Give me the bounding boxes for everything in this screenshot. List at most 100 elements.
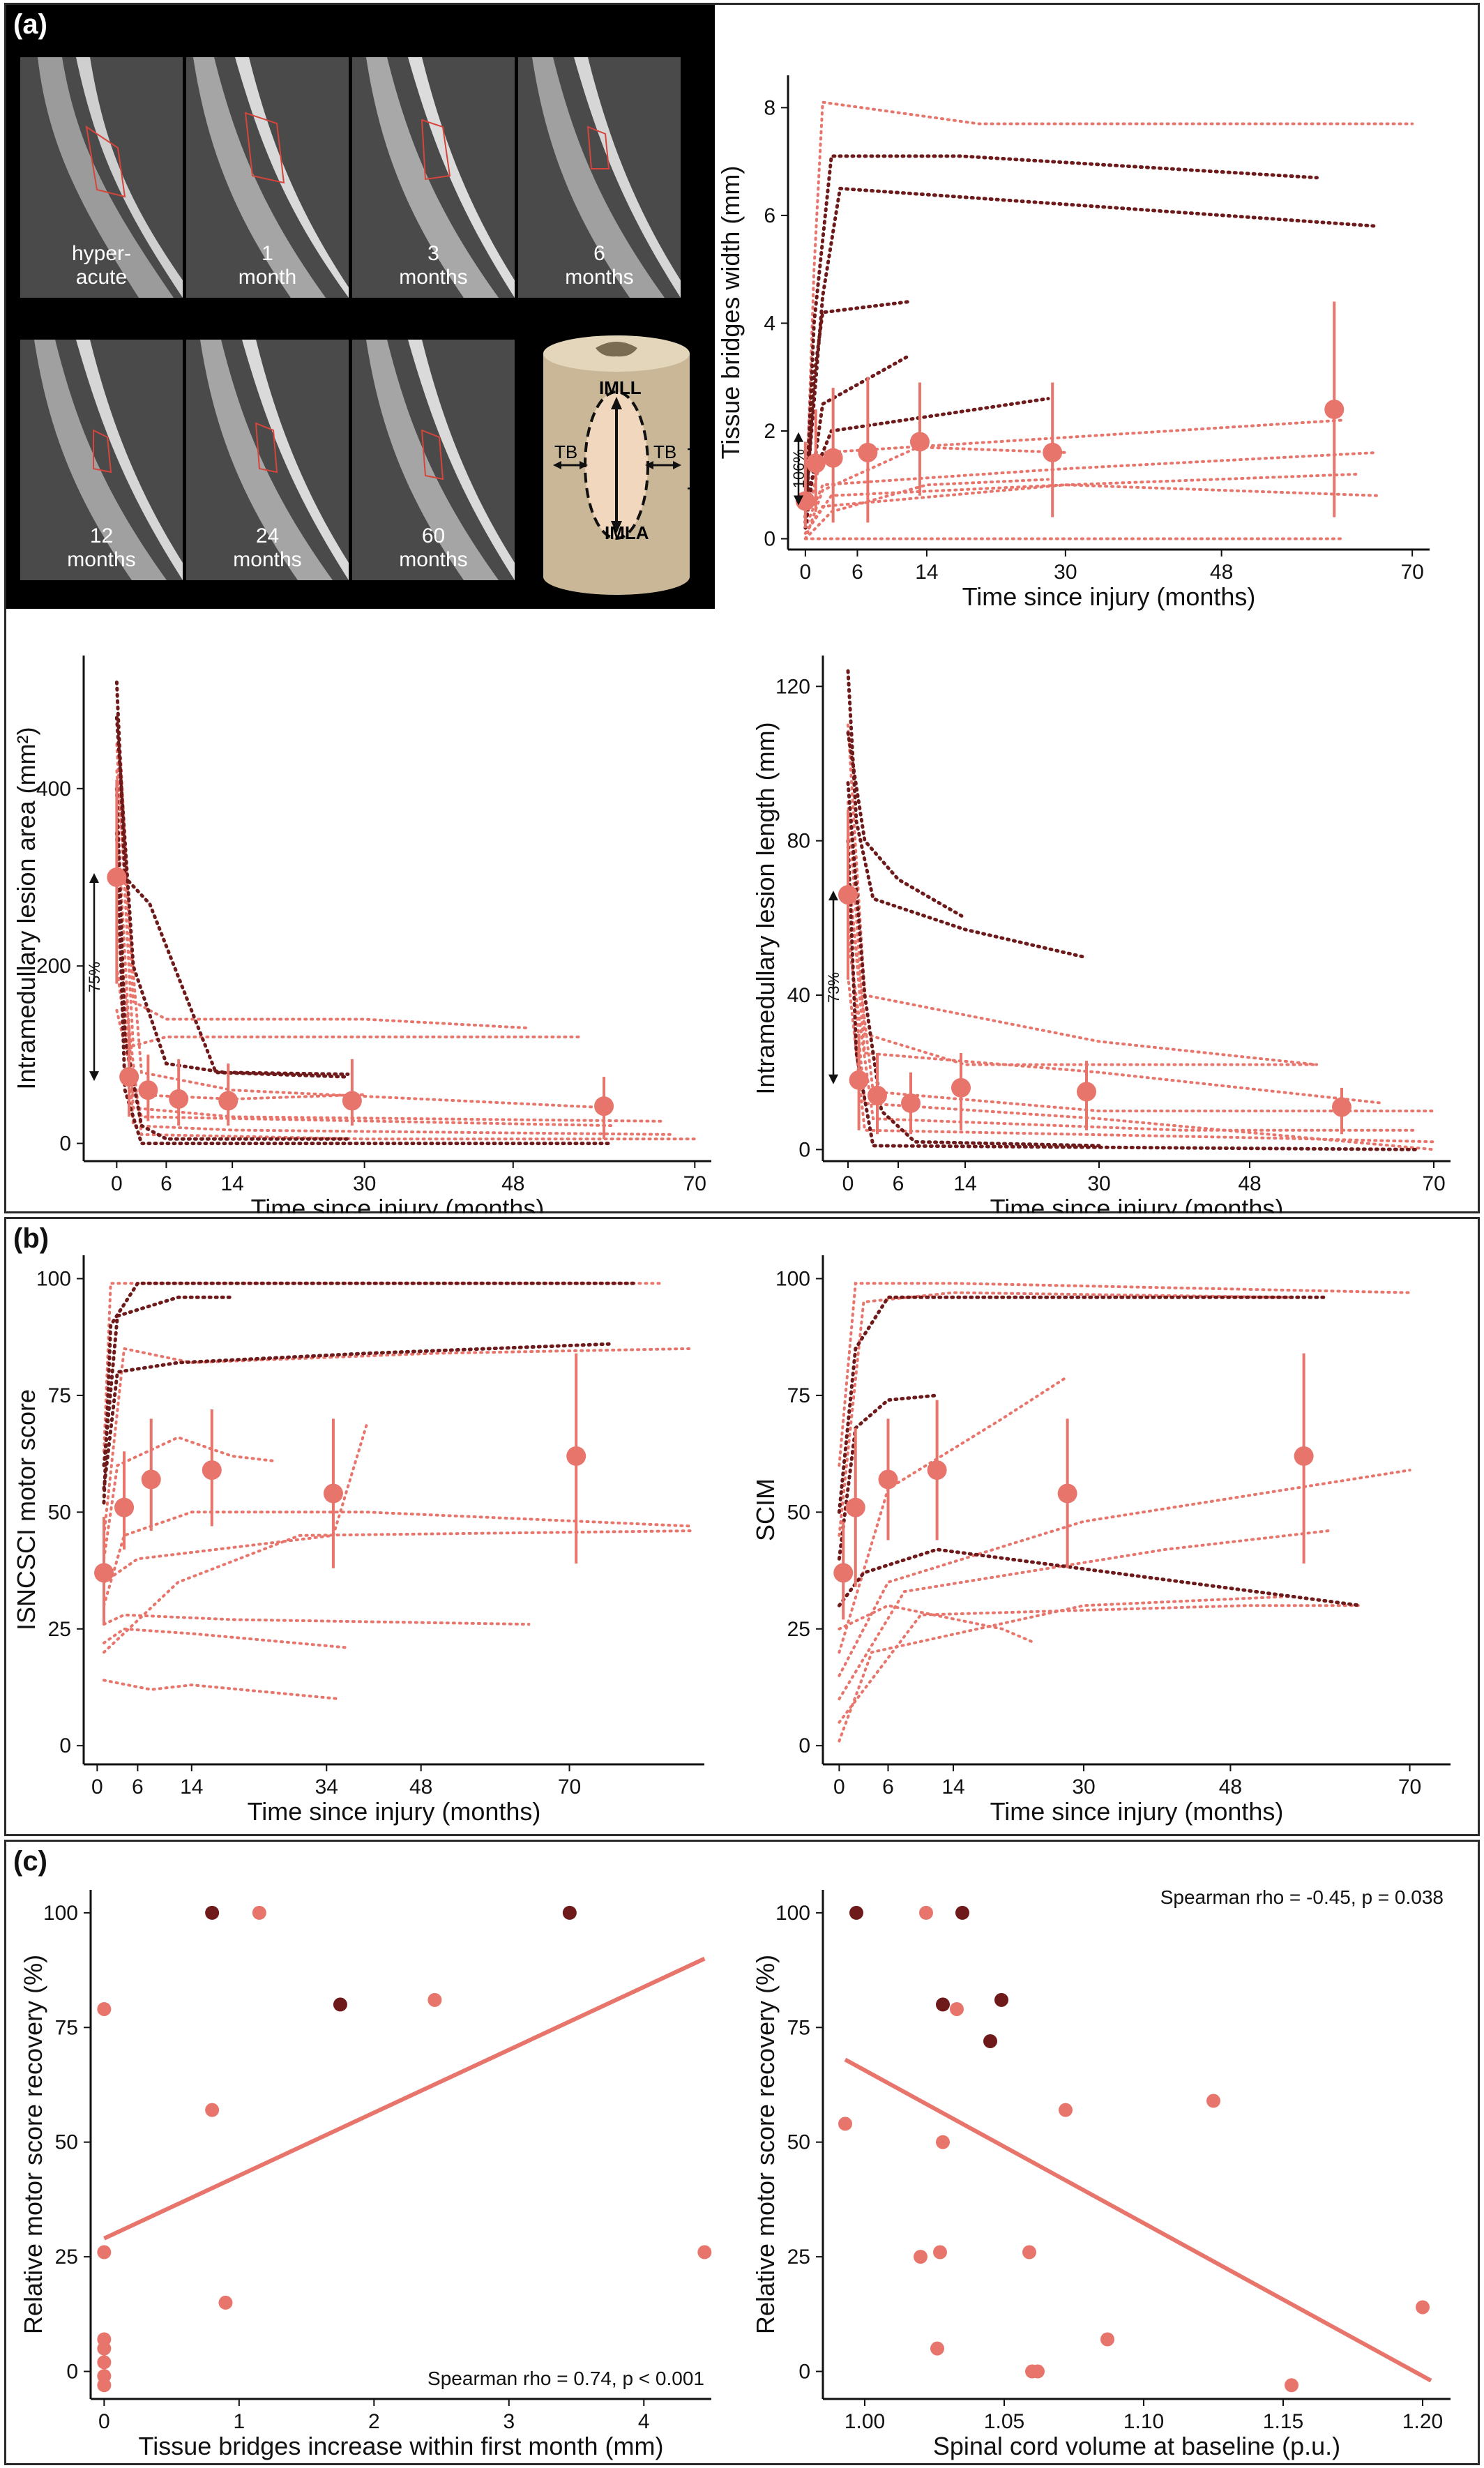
mri-cord-image (38, 57, 183, 298)
recovered-subject-trajectory-line (837, 1393, 939, 1561)
x-tick-label: 70 (558, 1776, 581, 1799)
group-mean-point (119, 1067, 139, 1087)
subject-trajectory-line (803, 483, 1379, 535)
subject-trajectory-line (103, 1529, 692, 1654)
x-tick-label: 3 (503, 2410, 515, 2433)
mri-scan-60-months: 60 months (352, 340, 515, 580)
recovered-subject-trajectory-line (102, 1281, 639, 1505)
x-tick-label: 1.10 (1123, 2410, 1164, 2433)
x-tick-label: 14 (915, 561, 938, 584)
schematic-dorsal-label: dorsal (684, 447, 705, 497)
x-tick-label: 0 (98, 2410, 110, 2433)
y-axis-label: Tissue bridges width (mm) (718, 166, 745, 460)
scan-label: 6 months (565, 242, 634, 289)
group-mean-point (594, 1096, 614, 1116)
x-tick-label: 30 (353, 1172, 376, 1195)
recovered-subject-trajectory-line (102, 1295, 234, 1467)
recovered-subject-point (994, 1992, 1008, 2007)
subject-point (252, 1905, 266, 1920)
group-mean-point (927, 1460, 947, 1481)
isncsci-motor-score-chart: 0 6 14 34 48 70 0 25 50 75 100 Time since injury (m… (12, 1255, 704, 1826)
recovered-subject-point (849, 1905, 863, 1920)
x-tick-label: 70 (1400, 561, 1423, 584)
recovered-subject-trajectory-line (114, 831, 614, 1146)
subject-point (97, 2001, 112, 2016)
y-tick-label: 100 (775, 1267, 810, 1290)
recovered-subject-point (983, 2034, 997, 2049)
panel-label-a: (a) (13, 9, 47, 40)
panel-label-c: (c) (13, 1846, 47, 1877)
recovered-subject-trajectory-line (837, 1295, 1331, 1514)
subject-point (97, 2341, 112, 2356)
percent-change-label: 106% (790, 449, 808, 488)
regression-line (103, 1956, 706, 2241)
y-tick-label: 8 (764, 96, 775, 119)
y-axis-label: Relative motor score recovery (%) (751, 1955, 780, 2334)
subject-trajectory-line (115, 805, 663, 1123)
y-axis-label: Intramedullary lesion area (mm²) (12, 727, 40, 1089)
subject-point (1022, 2245, 1036, 2259)
subject-point (97, 2355, 112, 2370)
subject-trajectory-line (803, 418, 1345, 524)
y-tick-label: 0 (59, 1734, 71, 1757)
x-tick-label: 6 (132, 1776, 144, 1799)
subject-point (697, 2245, 712, 2259)
x-tick-label: 14 (180, 1776, 203, 1799)
y-tick-label: 75 (48, 1384, 71, 1407)
subject-trajectory-line (838, 1529, 1330, 1701)
subject-trajectory-line (803, 100, 1414, 530)
group-mean-point (1294, 1446, 1314, 1466)
subject-trajectory-line (103, 1347, 692, 1537)
y-tick-label: 2 (764, 420, 775, 443)
recovered-subject-point (562, 1905, 577, 1920)
y-tick-label: 50 (55, 2131, 78, 2154)
x-tick-label: 0 (800, 561, 812, 584)
group-mean-point (342, 1091, 362, 1111)
group-mean-point (138, 1080, 158, 1100)
mri-cord-image (366, 57, 515, 298)
subject-trajectory-line (838, 1469, 1411, 1677)
x-tick-label: 1.00 (845, 2410, 885, 2433)
x-tick-label: 14 (953, 1172, 976, 1195)
x-axis-label: Tissue bridges increase within first mon… (139, 2432, 664, 2460)
recovered-subject-point (955, 1905, 969, 1920)
subject-point (97, 2245, 112, 2259)
tissue-bridges-width-chart: 0 6 14 30 48 70 0 2 4 6 8 Time since injury (months… (718, 75, 1430, 611)
panel-c: (c) (4, 1840, 1480, 2465)
mri-cord-image (532, 57, 681, 298)
y-tick-label: 40 (787, 984, 810, 1007)
percent-change-label: 75% (86, 962, 103, 992)
x-tick-label: 1.05 (984, 2410, 1024, 2433)
scan-label: 24 months (233, 524, 302, 571)
x-axis-label: Time since injury (months) (962, 582, 1256, 611)
recovered-subject-trajectory-line (846, 839, 1419, 1151)
group-mean-point (845, 1497, 865, 1517)
group-mean-point (169, 1089, 189, 1109)
mri-cord-image (193, 57, 349, 298)
x-tick-label: 2 (368, 2410, 380, 2433)
scan-label: 3 months (399, 242, 468, 289)
recovered-subject-point (333, 1997, 347, 2012)
x-tick-label: 48 (1238, 1172, 1261, 1195)
panel-label-b: (b) (13, 1223, 50, 1254)
x-tick-label: 6 (160, 1172, 172, 1195)
y-tick-label: 400 (36, 778, 71, 801)
group-mean-point (833, 1563, 854, 1583)
subject-point (1206, 2094, 1220, 2108)
x-tick-label: 48 (1219, 1776, 1242, 1799)
x-axis-label: Spinal cord volume at baseline (p.u.) (933, 2432, 1340, 2460)
percent-change-label: 73% (825, 972, 842, 1003)
subject-trajectory-line (103, 1679, 342, 1701)
mri-cord-image (200, 340, 349, 580)
y-tick-label: 100 (43, 1902, 78, 1925)
group-mean-point (838, 885, 858, 905)
tissue-bridges-recovery-scatter: 0 1 2 3 4 0 25 50 75 100 Tissue bridges increase w… (19, 1890, 712, 2460)
subject-trajectory-line (115, 920, 697, 1141)
change-arrow-head (89, 1071, 99, 1082)
mri-cord-image (366, 340, 515, 580)
mri-scan-6-months: 6 months (518, 57, 681, 298)
y-tick-label: 0 (798, 1734, 810, 1757)
x-axis-label: Time since injury (months) (990, 1194, 1284, 1213)
x-tick-label: 48 (409, 1776, 432, 1799)
y-tick-label: 4 (764, 312, 775, 335)
